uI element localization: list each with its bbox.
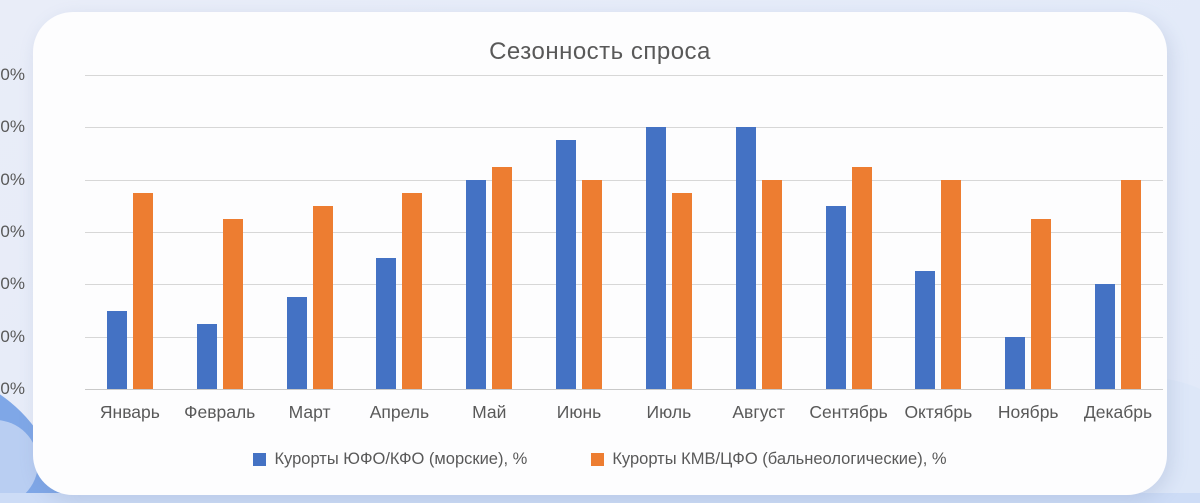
x-tick-label-Октябрь: Октябрь <box>904 402 973 422</box>
x-tick-label-Декабрь: Декабрь <box>1083 402 1153 422</box>
bar-group-Апрель <box>354 75 444 389</box>
x-tick-label-Январь: Январь <box>99 402 160 422</box>
bar-group-Март <box>265 75 355 389</box>
bar-Июнь-95 <box>556 140 577 389</box>
bar-Июль-75 <box>671 192 692 389</box>
legend-label: Курорты КМВ/ЦФО (бальнеологические), % <box>612 450 947 468</box>
y-tick-label-60: 60% <box>0 222 25 241</box>
x-tick-label-Ноябрь: Ноябрь <box>997 402 1059 422</box>
gridline-80 <box>85 179 1163 181</box>
gridline-120 <box>85 75 1163 76</box>
bar-Июнь-80 <box>582 179 603 389</box>
gridline-20 <box>85 336 1163 338</box>
bar-group-Февраль <box>175 75 265 389</box>
bar-Ноябрь-20 <box>1005 336 1026 389</box>
legend-swatch-icon <box>591 453 605 466</box>
bar-group-Май <box>444 75 534 389</box>
plot-area <box>85 75 1163 390</box>
bar-Май-80 <box>466 179 487 389</box>
bar-Ноябрь-65 <box>1031 218 1052 389</box>
bar-Сентябрь-70 <box>825 205 846 389</box>
bar-group-Июль <box>624 75 714 389</box>
bar-group-Июнь <box>534 75 624 389</box>
chart-title: Сезонность спроса <box>489 38 711 65</box>
x-tick-label-Сентябрь: Сентябрь <box>809 402 888 422</box>
y-tick-label-0: 0% <box>0 379 25 398</box>
y-tick-label-120: 120% <box>0 65 25 84</box>
legend-label: Курорты ЮФО/КФО (морские), % <box>274 450 528 468</box>
gridline-60 <box>85 232 1163 233</box>
bar-Январь-30 <box>106 310 127 389</box>
x-tick-label-Август: Август <box>732 402 786 422</box>
bar-Апрель-50 <box>376 258 397 389</box>
x-tick-label-Июнь: Июнь <box>556 402 602 422</box>
bar-group-Декабрь <box>1073 75 1163 389</box>
bar-Январь-75 <box>132 192 153 389</box>
bar-Октябрь-80 <box>941 179 962 389</box>
legend-item-1: Курорты ЮФО/КФО (морские), % <box>253 450 527 469</box>
bar-group-Ноябрь <box>983 75 1073 389</box>
y-tick-label-80: 80% <box>0 169 25 189</box>
x-tick-label-Июль: Июль <box>646 402 692 422</box>
bar-group-Октябрь <box>893 75 983 389</box>
x-tick-label-Апрель: Апрель <box>369 402 430 422</box>
bar-Декабрь-80 <box>1121 179 1142 389</box>
gridline-40 <box>85 284 1163 286</box>
decorative-bottom-band <box>0 493 1200 503</box>
chart-card: Сезонность спроса 0% 20% 40% 60% 80% 100% 120%… <box>0 12 1167 495</box>
bar-Июль-100 <box>645 127 666 389</box>
bar-Февраль-65 <box>222 218 243 389</box>
gridline-0 <box>85 389 1163 390</box>
bar-Март-70 <box>312 205 333 389</box>
y-tick-label-100: 100% <box>0 117 25 137</box>
bar-Декабрь-40 <box>1095 284 1116 389</box>
y-tick-label-20: 20% <box>0 326 25 346</box>
x-axis-labels: Январь Февраль Март Апрель Май Июнь Июль Август… <box>85 402 1163 423</box>
x-tick-label-Март: Март <box>288 402 331 422</box>
bar-Август-80 <box>761 179 782 389</box>
bar-group-Сентябрь <box>804 75 894 389</box>
y-tick-label-40: 40% <box>0 274 25 294</box>
bar-group-Август <box>714 75 804 389</box>
bar-groups <box>85 75 1163 389</box>
legend-item-2: Курорты КМВ/ЦФО (бальнеологические), % <box>591 450 947 469</box>
x-tick-label-Февраль: Февраль <box>184 402 256 422</box>
gridline-100 <box>85 127 1163 129</box>
y-axis-labels: 0% 20% 40% 60% 80% 100% 120% <box>0 65 25 398</box>
bar-Март-35 <box>286 297 307 389</box>
bar-Август-100 <box>735 127 756 389</box>
legend-swatch-icon <box>253 453 267 466</box>
bar-Февраль-25 <box>196 323 217 389</box>
x-tick-label-Май: Май <box>472 402 507 422</box>
bar-Май-85 <box>492 166 513 389</box>
bar-Сентябрь-85 <box>851 166 872 389</box>
legend: Курорты ЮФО/КФО (морские), % Курорты КМВ/… <box>33 450 1167 469</box>
bar-Октябрь-45 <box>915 271 936 389</box>
bar-group-Январь <box>85 75 175 389</box>
bar-Апрель-75 <box>402 192 423 389</box>
